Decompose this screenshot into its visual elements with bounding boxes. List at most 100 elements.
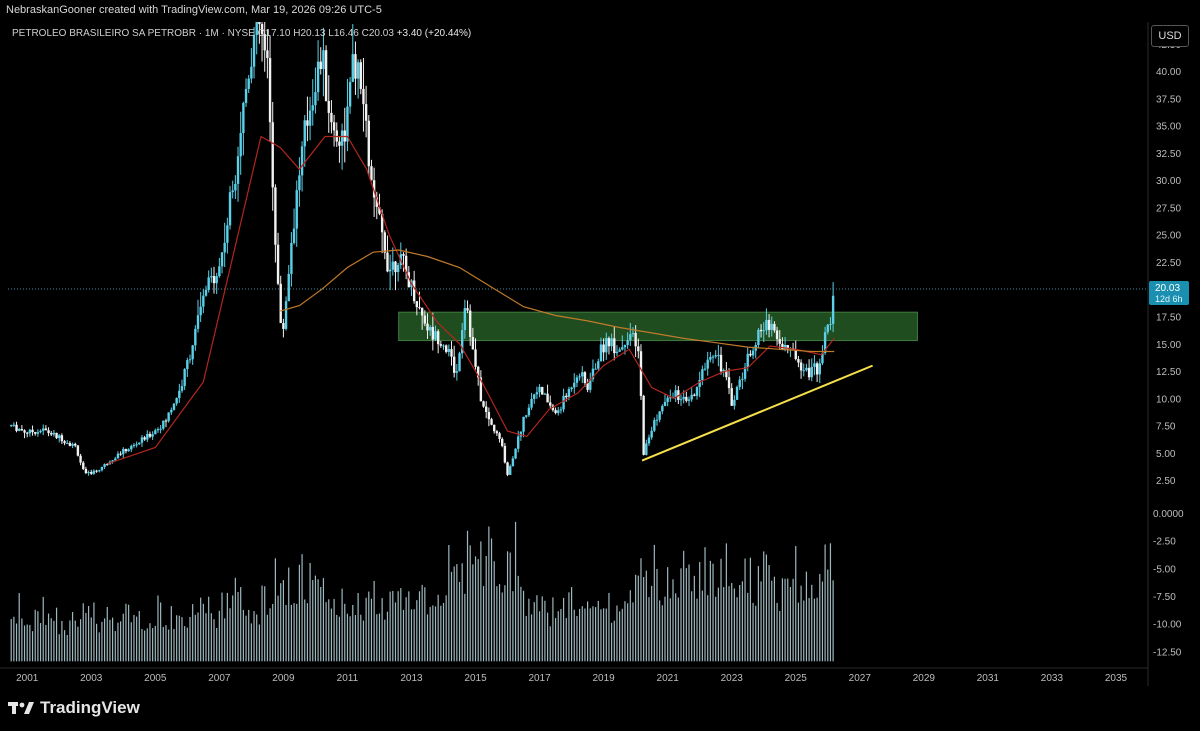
candle-body bbox=[799, 362, 803, 371]
candle-body bbox=[220, 252, 224, 267]
candle-body bbox=[322, 50, 325, 70]
currency-button[interactable]: USD bbox=[1151, 25, 1189, 47]
candle-body bbox=[493, 424, 496, 432]
candle-body bbox=[815, 363, 819, 375]
candle-body bbox=[348, 81, 352, 107]
candle-body bbox=[549, 402, 552, 406]
candle-body bbox=[39, 430, 42, 433]
candle-body bbox=[178, 390, 181, 399]
candle-body bbox=[362, 88, 365, 105]
candle-body bbox=[498, 433, 501, 439]
candle-body bbox=[380, 213, 384, 233]
oscillator-tick-label: 0.0000 bbox=[1153, 509, 1184, 520]
candle-body bbox=[725, 370, 728, 378]
candle-body bbox=[658, 411, 661, 420]
candle-body bbox=[759, 329, 763, 332]
candle-body bbox=[316, 61, 320, 93]
time-tick-label: 2005 bbox=[144, 673, 167, 684]
candle-body bbox=[527, 407, 531, 416]
symbol-name: PETROLEO BRASILEIRO SA PETROBR · 1M · NY… bbox=[12, 28, 255, 39]
tradingview-logo[interactable]: TradingView bbox=[8, 698, 140, 718]
close-value: 20.03 bbox=[368, 28, 394, 39]
candle-body bbox=[533, 394, 536, 399]
candle-body bbox=[156, 429, 160, 431]
candle-body bbox=[530, 398, 533, 408]
candle-body bbox=[10, 425, 13, 427]
candle-body bbox=[727, 377, 731, 389]
candle-body bbox=[559, 409, 563, 411]
candle-body bbox=[79, 455, 82, 463]
candle-body bbox=[709, 357, 712, 360]
candle-body bbox=[391, 261, 395, 270]
candle-body bbox=[535, 392, 539, 395]
candle-body bbox=[407, 272, 411, 288]
time-tick-label: 2011 bbox=[337, 673, 359, 684]
candle-body bbox=[639, 351, 643, 396]
candle-body bbox=[514, 448, 517, 459]
candle-body bbox=[119, 453, 122, 455]
candle-body bbox=[578, 376, 581, 378]
candle-body bbox=[106, 464, 109, 466]
candle-body bbox=[679, 399, 683, 401]
price-tick-label: 40.00 bbox=[1156, 67, 1181, 78]
candle-body bbox=[338, 141, 341, 146]
candle-body bbox=[476, 366, 480, 378]
candle-body bbox=[565, 395, 568, 398]
candle-body bbox=[31, 429, 34, 433]
candle-body bbox=[114, 458, 117, 461]
candle-body bbox=[450, 349, 453, 357]
candle-body bbox=[183, 369, 186, 386]
candle-body bbox=[66, 442, 69, 444]
candle-body bbox=[122, 448, 125, 455]
candle-body bbox=[239, 133, 242, 157]
candle-body bbox=[98, 470, 101, 472]
time-tick-label: 2035 bbox=[1105, 673, 1128, 684]
candle-body bbox=[807, 367, 811, 378]
candle-body bbox=[287, 273, 290, 302]
candle-body bbox=[666, 397, 669, 402]
candle-body bbox=[68, 442, 72, 446]
candle-body bbox=[460, 330, 464, 354]
time-tick-label: 2021 bbox=[657, 673, 680, 684]
candle-body bbox=[111, 460, 114, 462]
candle-body bbox=[650, 430, 653, 438]
candle-body bbox=[255, 22, 258, 36]
candle-body bbox=[746, 353, 749, 368]
candle-body bbox=[479, 377, 483, 402]
candle-body bbox=[613, 338, 616, 354]
candle-body bbox=[775, 330, 779, 340]
time-tick-label: 2007 bbox=[208, 673, 231, 684]
candle-body bbox=[191, 345, 194, 360]
candle-body bbox=[295, 190, 298, 229]
candle-body bbox=[146, 433, 149, 440]
candle-body bbox=[631, 333, 635, 335]
candle-body bbox=[703, 368, 707, 370]
candle-body bbox=[439, 344, 443, 346]
chart[interactable]: 42.5040.0037.5035.0032.5030.0027.5025.00… bbox=[0, 22, 1200, 686]
candle-body bbox=[71, 443, 74, 446]
candle-body bbox=[538, 386, 541, 393]
candle-body bbox=[415, 301, 419, 308]
candle-body bbox=[359, 62, 362, 89]
candle-body bbox=[805, 367, 808, 371]
candle-body bbox=[124, 448, 128, 452]
candle-body bbox=[212, 276, 216, 284]
candle-body bbox=[618, 349, 621, 352]
candle-body bbox=[42, 428, 45, 431]
candle-body bbox=[562, 395, 565, 410]
candle-body bbox=[458, 353, 461, 372]
candle-body bbox=[786, 345, 789, 350]
candle-body bbox=[517, 436, 520, 449]
candle-body bbox=[244, 88, 248, 103]
candle-body bbox=[303, 120, 306, 147]
candle-body bbox=[50, 433, 53, 435]
candle-body bbox=[15, 424, 18, 431]
candle-body bbox=[741, 378, 744, 380]
candle-body bbox=[434, 331, 437, 340]
candle-body bbox=[199, 306, 202, 316]
candle-body bbox=[607, 338, 611, 347]
price-tick-label: 25.00 bbox=[1156, 231, 1181, 242]
candle-body bbox=[74, 443, 77, 446]
low-label: L bbox=[328, 28, 334, 39]
candle-body bbox=[324, 50, 328, 102]
